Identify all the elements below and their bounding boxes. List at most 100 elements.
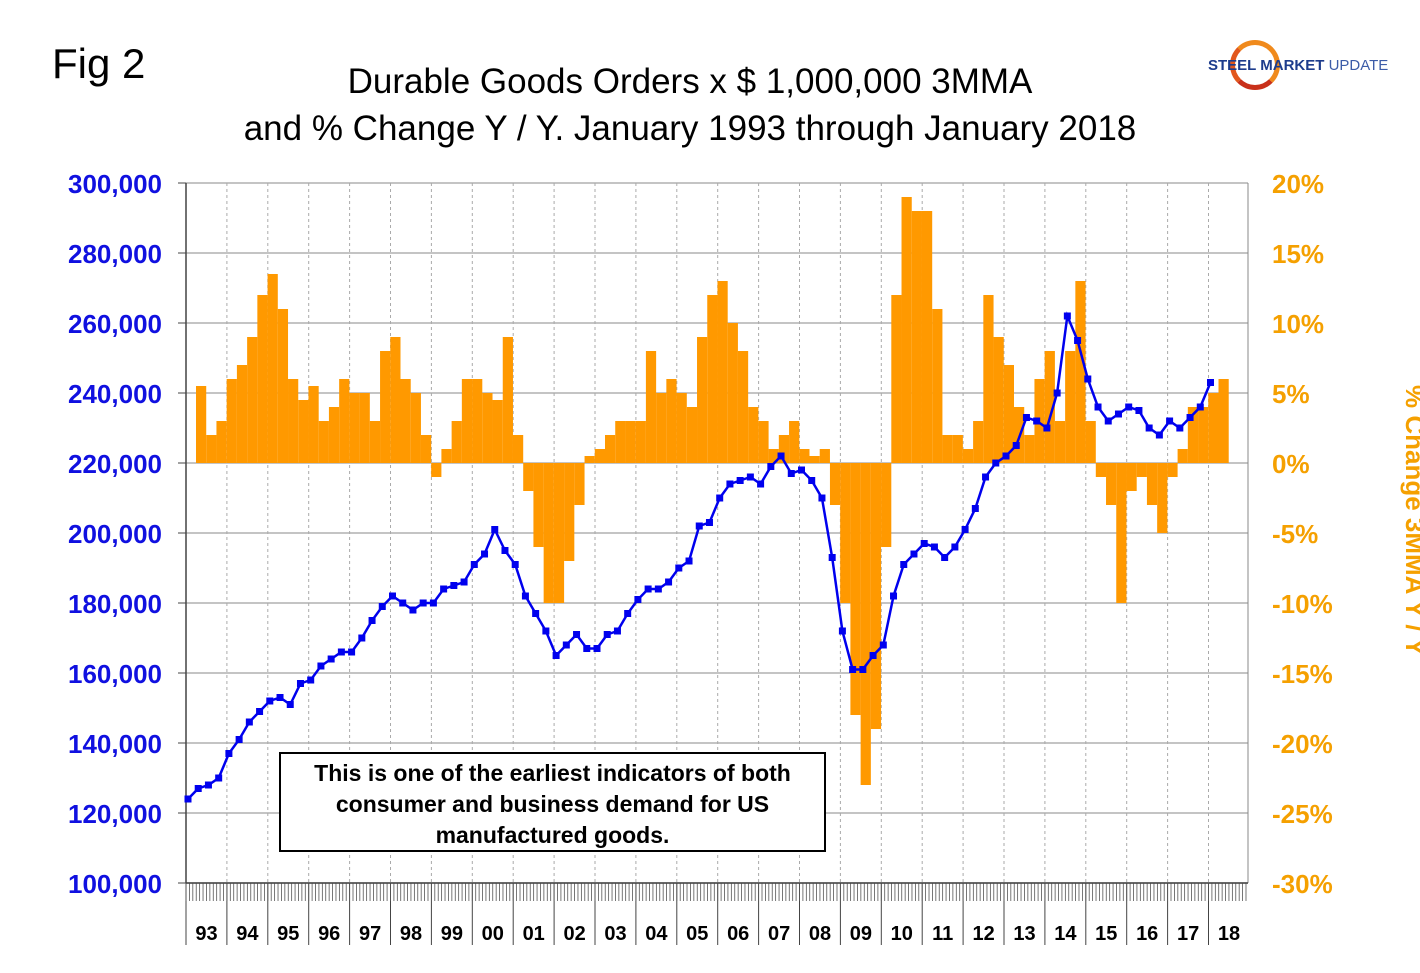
x-tick-label: 16 xyxy=(1136,923,1158,945)
durable-goods-point xyxy=(675,564,683,572)
durable-goods-point xyxy=(1114,410,1122,418)
durable-goods-point xyxy=(419,599,427,607)
pct-change-bar xyxy=(1044,351,1055,463)
durable-goods-point xyxy=(1074,337,1082,344)
durable-goods-point xyxy=(654,585,662,593)
durable-goods-point xyxy=(920,540,928,547)
left-tick-label: 160,000 xyxy=(68,659,162,689)
durable-goods-point xyxy=(460,578,468,586)
pct-change-bar xyxy=(328,407,340,463)
durable-goods-point xyxy=(716,494,724,502)
durable-goods-point xyxy=(1186,414,1194,421)
pct-change-bar xyxy=(349,393,360,463)
durable-goods-point xyxy=(521,592,529,600)
pct-change-bar xyxy=(1065,351,1076,463)
pct-change-bar xyxy=(1003,365,1014,463)
pct-change-bar xyxy=(451,421,462,463)
durable-goods-point xyxy=(900,561,908,568)
pct-change-bar xyxy=(1167,463,1178,477)
durable-goods-point xyxy=(1176,424,1184,432)
right-tick-label: -20% xyxy=(1272,729,1333,759)
pct-change-bar xyxy=(543,463,554,603)
durable-goods-point xyxy=(542,627,550,635)
durable-goods-point xyxy=(194,785,202,792)
x-tick-label: 09 xyxy=(850,923,872,945)
durable-goods-point xyxy=(184,795,192,803)
pct-change-bar xyxy=(1054,421,1066,463)
pct-change-bar xyxy=(656,393,667,463)
pct-change-bar xyxy=(625,421,636,463)
pct-change-bar xyxy=(840,463,851,603)
pct-change-bar xyxy=(216,421,227,463)
durable-goods-point xyxy=(378,603,386,610)
left-tick-label: 260,000 xyxy=(68,309,162,339)
right-tick-label: -25% xyxy=(1272,799,1333,829)
pct-change-bar xyxy=(482,393,493,463)
durable-goods-point xyxy=(971,505,979,512)
pct-change-bar xyxy=(584,456,595,463)
durable-goods-point xyxy=(573,631,581,638)
durable-goods-point xyxy=(930,543,938,551)
pct-change-bar xyxy=(1085,421,1096,463)
durable-goods-point xyxy=(450,582,458,589)
pct-change-bar xyxy=(717,281,728,463)
logo-bold-text: STEEL MARKET xyxy=(1208,57,1325,74)
durable-goods-point xyxy=(225,750,233,757)
pct-change-bar xyxy=(1146,463,1158,505)
x-tick-label: 98 xyxy=(400,923,422,945)
durable-goods-point xyxy=(215,774,223,782)
pct-change-bar xyxy=(441,449,452,463)
pct-change-bar xyxy=(1157,463,1168,533)
durable-goods-point xyxy=(1002,452,1010,460)
durable-goods-point xyxy=(1053,389,1061,397)
x-tick-label: 14 xyxy=(1054,923,1077,945)
durable-goods-point xyxy=(204,781,212,789)
durable-goods-point xyxy=(593,645,601,652)
pct-change-bar xyxy=(1218,379,1229,463)
pct-change-bar xyxy=(911,211,922,463)
durable-goods-point xyxy=(1063,312,1071,320)
pct-change-bar xyxy=(380,351,391,463)
pct-change-bar xyxy=(1106,463,1117,505)
annotation-box: This is one of the earliest indicators o… xyxy=(279,752,826,852)
pct-change-bar xyxy=(605,435,616,463)
pct-change-bar xyxy=(799,449,810,463)
durable-goods-point xyxy=(245,718,253,726)
pct-change-bar xyxy=(1075,281,1086,463)
pct-change-bar xyxy=(932,309,943,463)
durable-goods-point xyxy=(1155,431,1163,439)
durable-goods-point xyxy=(767,463,775,470)
durable-goods-point xyxy=(613,627,621,635)
right-tick-label: -30% xyxy=(1272,869,1333,899)
durable-goods-point xyxy=(1043,424,1051,432)
durable-goods-point xyxy=(266,697,274,705)
pct-change-bar xyxy=(502,337,513,463)
durable-goods-point xyxy=(348,648,356,656)
figure-label: Fig 2 xyxy=(52,40,146,87)
durable-goods-point xyxy=(470,561,478,568)
durable-goods-point xyxy=(665,578,673,586)
pct-change-bar xyxy=(288,379,299,463)
right-tick-label: -15% xyxy=(1272,659,1333,689)
pct-change-bar xyxy=(1198,407,1209,463)
chart-title: Durable Goods Orders x $ 1,000,000 3MMA … xyxy=(150,58,1230,152)
durable-goods-point xyxy=(552,652,560,659)
durable-goods-point xyxy=(624,610,632,617)
left-tick-label: 220,000 xyxy=(68,449,162,479)
pct-change-bar xyxy=(1177,449,1188,463)
durable-goods-point xyxy=(818,494,826,502)
x-tick-label: 01 xyxy=(523,923,545,945)
pct-change-bar xyxy=(236,365,248,463)
x-tick-label: 13 xyxy=(1013,923,1035,945)
pct-change-bar xyxy=(247,337,258,463)
durable-goods-point xyxy=(726,480,734,488)
x-tick-label: 15 xyxy=(1095,923,1117,945)
x-tick-label: 02 xyxy=(563,923,585,945)
pct-change-bar xyxy=(748,407,759,463)
pct-change-bar xyxy=(983,295,994,463)
x-tick-label: 97 xyxy=(359,923,381,945)
durable-goods-point xyxy=(746,473,754,481)
x-tick-label: 03 xyxy=(604,923,626,945)
durable-goods-point xyxy=(327,655,335,663)
pct-change-bar xyxy=(707,295,718,463)
